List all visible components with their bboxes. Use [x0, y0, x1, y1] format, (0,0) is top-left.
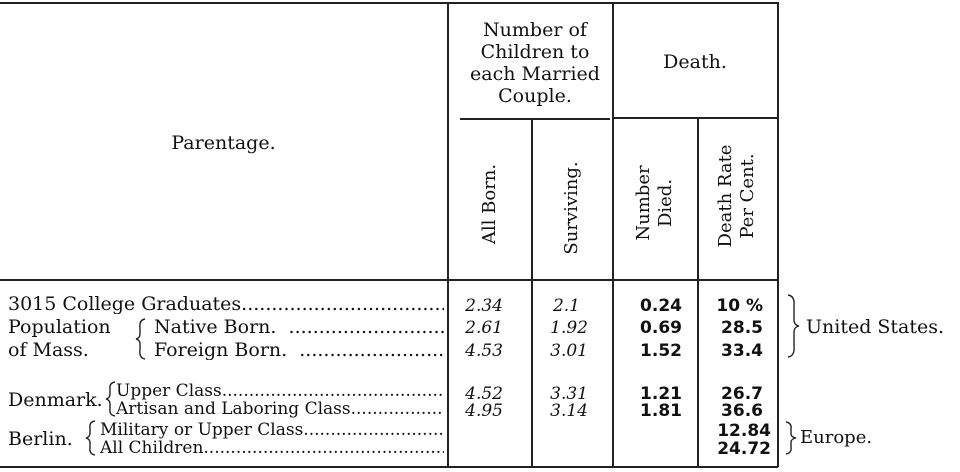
all-children-rate: 24.72 — [717, 439, 771, 459]
col-divider-children — [612, 2, 614, 467]
all-born-header: All Born. — [479, 163, 500, 245]
death-group-header: Death. — [663, 51, 727, 73]
number-died-header: Number Died. — [633, 165, 676, 241]
upper-died: 1.21 — [640, 384, 682, 404]
graduates-surviving: 2.1 — [552, 296, 580, 316]
death-group-rule — [613, 117, 778, 119]
foreign-surviving: 3.01 — [550, 341, 588, 361]
artisan-rate: 36.6 — [721, 401, 763, 421]
row-foreign-label: Foreign Born. ..........................… — [154, 340, 444, 360]
row-upper-label: Upper Class.............................… — [116, 382, 444, 400]
upper-all-born: 4.52 — [465, 384, 503, 404]
native-surviving: 1.92 — [550, 318, 588, 338]
denmark-brace — [105, 381, 116, 417]
population-brace — [135, 318, 146, 360]
berlin-label: Berlin. — [8, 428, 73, 450]
col-divider-died — [697, 118, 699, 468]
artisan-died: 1.81 — [640, 401, 682, 421]
graduates-died: 0.24 — [640, 296, 682, 316]
children-group-rule — [460, 118, 610, 120]
upper-rate: 26.7 — [721, 384, 763, 404]
row-artisan-label: Artisan and Laboring Class..............… — [116, 400, 444, 418]
foreign-all-born: 4.53 — [465, 341, 503, 361]
united-states-brace — [787, 294, 800, 358]
row-graduates-label: 3015 College Graduates..................… — [8, 294, 444, 314]
graduates-all-born: 2.34 — [465, 296, 503, 316]
bottom-rule — [0, 466, 778, 468]
top-rule — [0, 2, 778, 4]
region-europe: Europe. — [800, 427, 873, 448]
berlin-brace — [85, 420, 96, 456]
europe-brace — [785, 421, 797, 455]
artisan-all-born: 4.95 — [465, 401, 503, 421]
artisan-surviving: 3.14 — [550, 401, 588, 421]
death-rate-header: Death Rate Per Cent. — [715, 144, 758, 248]
native-rate: 28.5 — [721, 318, 763, 338]
col-divider-parentage — [447, 2, 449, 467]
upper-surviving: 3.31 — [550, 384, 588, 404]
surviving-header: Surviving. — [561, 161, 582, 255]
col-divider-death — [777, 2, 779, 467]
military-rate: 12.84 — [717, 421, 771, 441]
foreign-rate: 33.4 — [721, 341, 763, 361]
graduates-rate: 10 % — [716, 296, 763, 316]
native-all-born: 2.61 — [465, 318, 503, 338]
denmark-label: Denmark. — [8, 389, 103, 411]
native-died: 0.69 — [640, 318, 682, 338]
foreign-died: 1.52 — [640, 341, 682, 361]
header-bottom-rule — [0, 279, 778, 281]
row-native-label: Native Born. ...........................… — [154, 317, 444, 337]
row-military-label: Military or Upper Class.................… — [100, 421, 444, 439]
population-label: Population — [8, 316, 111, 338]
row-all-children-label: All Children............................… — [100, 439, 444, 457]
col-divider-allborn — [531, 118, 533, 468]
children-group-header: Number of Children to each Married Coupl… — [470, 19, 600, 107]
region-united-states: United States. — [806, 316, 945, 338]
of-mass-label: of Mass. — [8, 339, 89, 361]
parentage-header: Parentage. — [171, 132, 276, 154]
